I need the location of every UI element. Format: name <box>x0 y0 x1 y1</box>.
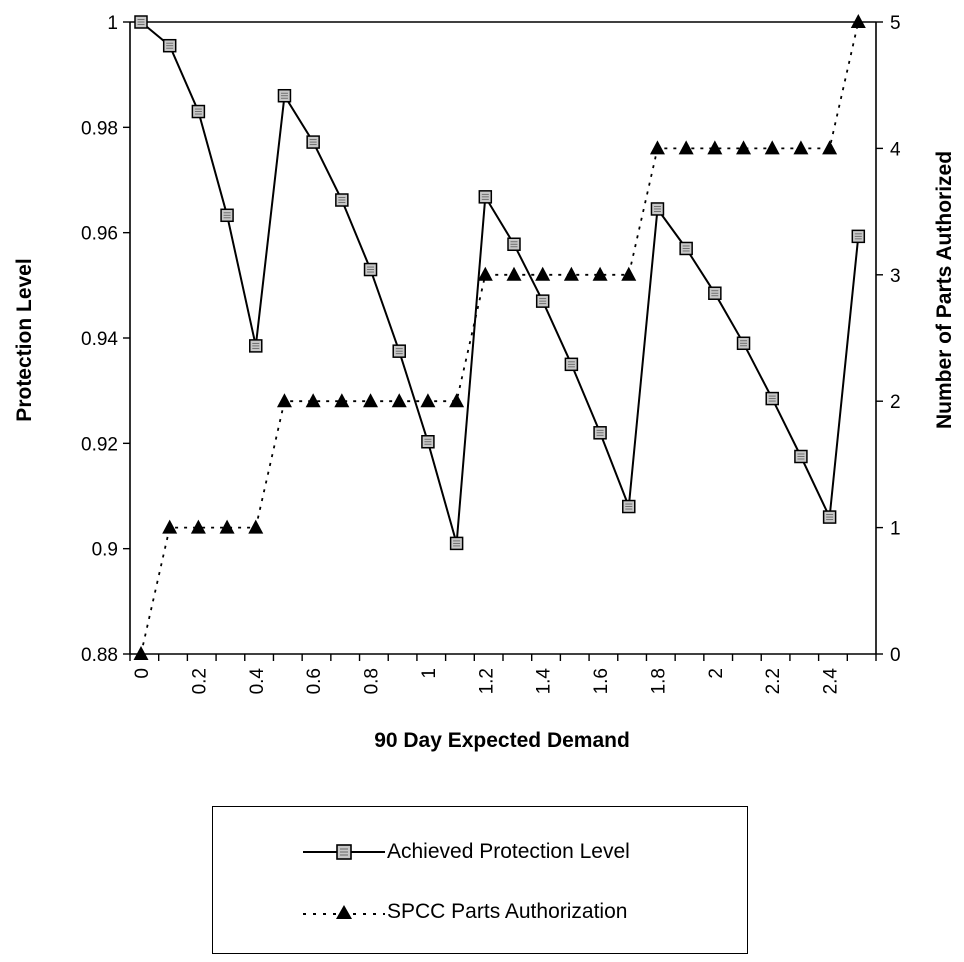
protection-square-marker <box>249 339 263 353</box>
solid-square-marker-icon <box>303 844 385 860</box>
protection-square-marker <box>277 88 292 103</box>
legend-item-spcc-parts: SPCC Parts Authorization <box>303 897 627 927</box>
legend-label-spcc-parts: SPCC Parts Authorization <box>387 900 628 923</box>
left-y-axis-title: Protection Level <box>13 258 36 421</box>
protection-square-marker <box>822 510 837 524</box>
x-tick-label: 2.2 <box>763 668 784 694</box>
spcc-triangle-marker <box>506 266 522 281</box>
achieved-protection-line <box>140 21 860 544</box>
legend: Achieved Protection Level SPCC Parts Aut… <box>212 806 748 954</box>
spcc-triangle-marker <box>621 266 637 281</box>
spcc-triangle-marker <box>736 140 752 155</box>
protection-square-marker <box>363 262 378 277</box>
series-markers <box>133 14 866 660</box>
x-tick-label: 0 <box>132 668 153 679</box>
right-y-tick-label: 2 <box>890 392 901 413</box>
protection-square-marker <box>335 193 349 207</box>
x-tick-label: 1 <box>419 668 440 679</box>
x-tick-label: 1.4 <box>534 668 555 695</box>
protection-square-marker <box>421 435 435 449</box>
protection-square-marker <box>478 190 493 204</box>
protection-square-marker <box>564 357 579 372</box>
left-y-tick-label: 0.9 <box>92 540 118 561</box>
chart-axes <box>123 21 883 661</box>
spcc-triangle-marker <box>449 393 465 408</box>
spcc-triangle-marker <box>190 519 206 534</box>
spcc-triangle-marker <box>477 266 493 281</box>
protection-square-marker <box>191 104 206 119</box>
protection-square-marker <box>851 229 866 244</box>
spcc-triangle-marker <box>219 519 235 534</box>
x-tick-label: 0.4 <box>247 668 268 695</box>
right-y-tick-label: 0 <box>890 645 901 666</box>
right-y-tick-label: 4 <box>890 139 901 160</box>
protection-square-marker <box>162 38 177 53</box>
protection-square-marker <box>708 286 722 300</box>
protection-square-marker <box>650 202 665 216</box>
protection-square-marker <box>507 237 521 252</box>
protection-square-marker <box>593 426 607 440</box>
spcc-triangle-marker <box>248 519 264 534</box>
spcc-triangle-marker <box>764 140 780 155</box>
spcc-triangle-marker <box>535 266 551 281</box>
x-tick-label: 1.6 <box>591 668 612 694</box>
right-y-tick-label: 1 <box>890 519 901 540</box>
protection-square-marker <box>220 208 234 223</box>
spcc-triangle-marker <box>363 393 379 408</box>
spcc-triangle-marker <box>276 393 292 408</box>
protection-square-marker <box>134 15 148 29</box>
spcc-triangle-marker <box>678 140 694 155</box>
left-y-tick-label: 0.92 <box>81 434 118 455</box>
spcc-triangle-marker <box>850 14 866 28</box>
left-y-tick-label: 0.94 <box>81 329 118 350</box>
spcc-triangle-marker <box>707 140 723 155</box>
dotted-triangle-marker-icon <box>303 905 385 919</box>
protection-square-marker <box>306 135 320 149</box>
spcc-triangle-marker <box>822 140 838 155</box>
tick-labels: 0.88 0.9 0.92 0.94 0.96 0.98 1 0 1 2 3 4 5 0 0.2 0.4 0.6… <box>81 13 901 694</box>
left-y-tick-label: 1 <box>107 13 118 34</box>
spcc-parts-line <box>140 21 860 655</box>
protection-square-marker <box>794 449 808 464</box>
spcc-triangle-marker <box>391 393 407 408</box>
spcc-triangle-marker <box>793 140 809 155</box>
x-tick-label: 0.6 <box>304 668 325 694</box>
spcc-triangle-marker <box>162 519 178 534</box>
right-y-tick-label: 5 <box>890 13 901 34</box>
x-axis-title: 90 Day Expected Demand <box>374 729 630 752</box>
protection-square-marker <box>449 536 464 551</box>
right-y-axis-title: Number of Parts Authorized <box>933 151 956 429</box>
x-tick-label: 2 <box>706 668 727 679</box>
legend-label-achieved-protection: Achieved Protection Level <box>387 840 630 863</box>
spcc-triangle-marker <box>563 266 579 281</box>
protection-square-marker <box>622 499 636 514</box>
left-y-tick-label: 0.96 <box>81 224 118 245</box>
x-tick-label: 0.8 <box>362 668 383 694</box>
protection-square-marker <box>765 391 779 406</box>
left-y-tick-label: 0.98 <box>81 118 118 139</box>
protection-square-marker <box>392 344 406 358</box>
protection-square-marker <box>736 336 751 351</box>
x-tick-label: 1.2 <box>476 668 497 694</box>
spcc-triangle-marker <box>649 140 665 155</box>
protection-square-marker <box>535 294 550 308</box>
right-y-tick-label: 3 <box>890 266 901 287</box>
series-lines <box>140 21 860 655</box>
left-y-tick-label: 0.88 <box>81 645 118 666</box>
x-tick-label: 0.2 <box>189 668 210 694</box>
legend-item-achieved-protection: Achieved Protection Level <box>303 837 630 867</box>
dual-axis-line-chart: 0.88 0.9 0.92 0.94 0.96 0.98 1 0 1 2 3 4 5 0 0.2 0.4 0.6… <box>13 13 956 752</box>
x-tick-label: 1.8 <box>648 668 669 694</box>
spcc-triangle-marker <box>592 266 608 281</box>
spcc-triangle-marker <box>133 646 149 660</box>
spcc-triangle-marker <box>305 393 321 408</box>
spcc-triangle-marker <box>420 393 436 408</box>
x-tick-label: 2.4 <box>821 668 842 695</box>
protection-square-marker <box>679 241 693 256</box>
spcc-triangle-marker <box>334 393 350 408</box>
